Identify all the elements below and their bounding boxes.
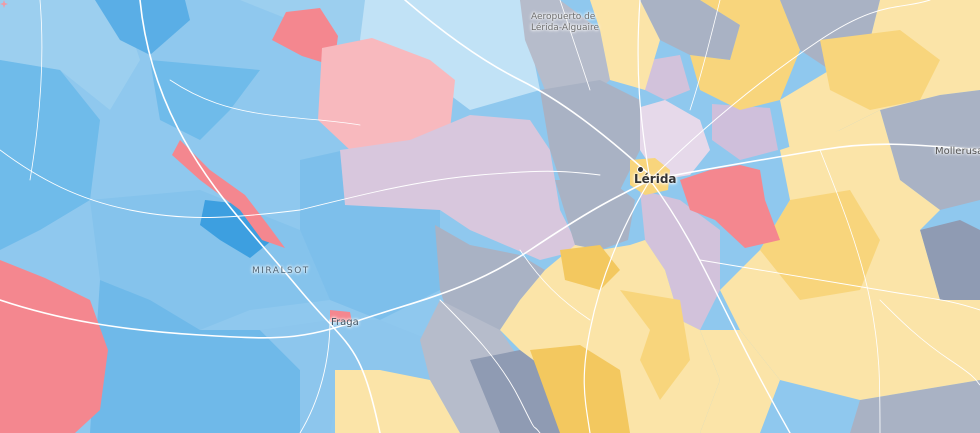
region-yellow-east-strong bbox=[760, 190, 880, 300]
region-yellow-airport-east bbox=[590, 0, 660, 90]
region-red-fraga bbox=[330, 310, 352, 322]
area-label-miralsot: MIRALSOT bbox=[252, 266, 310, 276]
region-yellow-southeast bbox=[700, 330, 780, 433]
region-purple-northeast bbox=[712, 104, 778, 160]
region-yellow-fraga-south bbox=[335, 370, 460, 433]
region-gray-east bbox=[880, 90, 980, 210]
airport-label: Aeropuerto de Lérida-Alguaire bbox=[531, 12, 599, 34]
region-red-light bbox=[318, 38, 455, 150]
region-yellow-south-dark bbox=[530, 345, 630, 433]
region-north-strong bbox=[95, 0, 190, 55]
region-nw bbox=[0, 0, 140, 110]
region-yellow-north bbox=[690, 0, 800, 110]
region-red-north bbox=[272, 8, 338, 66]
town-label-fraga[interactable]: Fraga bbox=[331, 317, 359, 328]
airport-icon bbox=[0, 0, 8, 8]
region-gray-north bbox=[640, 0, 740, 60]
region-purple-north bbox=[645, 55, 690, 100]
airport-label-line1: Aeropuerto de bbox=[531, 12, 596, 22]
region-yellow-southwest-dark bbox=[560, 245, 620, 290]
region-gray-northeast bbox=[780, 0, 880, 70]
region-gray-east-dark bbox=[920, 220, 980, 300]
region-red-lerida bbox=[680, 165, 780, 248]
region-center bbox=[90, 190, 330, 330]
region-yellow-northeast-strong bbox=[820, 30, 940, 110]
region-gray-southeast bbox=[850, 380, 980, 433]
region-purple-south bbox=[640, 190, 720, 330]
town-label-mollerusa[interactable]: Mollerusa bbox=[935, 146, 980, 157]
region-south bbox=[90, 280, 330, 433]
city-label-lerida[interactable]: Lérida bbox=[634, 172, 677, 186]
region-gray-city-west bbox=[540, 80, 640, 200]
region-yellow-center-south bbox=[620, 290, 690, 400]
region-pale-north bbox=[360, 0, 540, 110]
region-purple-west bbox=[340, 115, 580, 260]
region-red-southwest bbox=[0, 260, 108, 433]
region-center-strong bbox=[150, 60, 260, 140]
city-marker-icon bbox=[637, 166, 644, 173]
airport-label-line2: Lérida-Alguaire bbox=[531, 23, 600, 33]
region-west-strong bbox=[0, 60, 100, 250]
